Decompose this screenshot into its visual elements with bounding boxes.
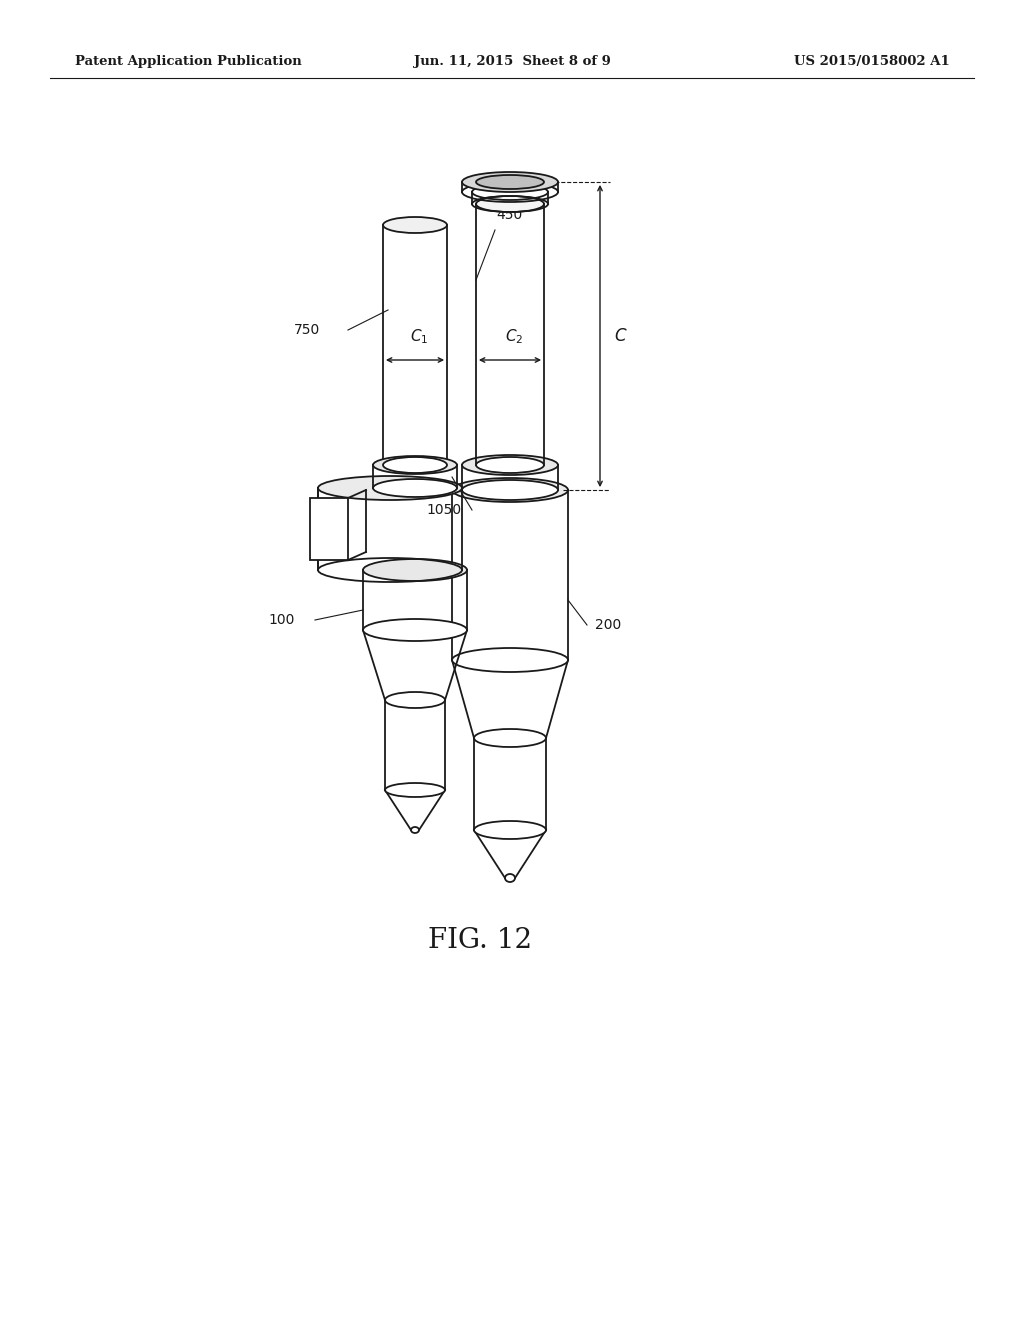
Text: 750: 750: [294, 323, 319, 337]
Bar: [310, 498, 348, 560]
Ellipse shape: [373, 479, 457, 498]
Text: $C_2$: $C_2$: [505, 327, 523, 346]
Ellipse shape: [373, 455, 457, 474]
Ellipse shape: [385, 692, 445, 708]
Text: $C_1$: $C_1$: [410, 327, 428, 346]
Ellipse shape: [476, 176, 544, 189]
Text: 200: 200: [595, 618, 622, 632]
Text: FIG. 12: FIG. 12: [428, 927, 532, 953]
Ellipse shape: [452, 478, 568, 502]
Text: Patent Application Publication: Patent Application Publication: [75, 55, 302, 69]
Ellipse shape: [452, 648, 568, 672]
Ellipse shape: [411, 828, 419, 833]
Text: 450: 450: [496, 209, 522, 222]
Ellipse shape: [505, 874, 515, 882]
Ellipse shape: [362, 619, 467, 642]
Ellipse shape: [476, 457, 544, 473]
Ellipse shape: [383, 457, 447, 473]
Ellipse shape: [385, 783, 445, 797]
Ellipse shape: [318, 477, 462, 500]
Text: US 2015/0158002 A1: US 2015/0158002 A1: [795, 55, 950, 69]
Ellipse shape: [474, 821, 546, 840]
Ellipse shape: [462, 172, 558, 191]
Ellipse shape: [474, 729, 546, 747]
Text: C: C: [614, 327, 626, 345]
Ellipse shape: [362, 558, 467, 581]
Ellipse shape: [476, 195, 544, 213]
Text: Jun. 11, 2015  Sheet 8 of 9: Jun. 11, 2015 Sheet 8 of 9: [414, 55, 610, 69]
Ellipse shape: [383, 216, 447, 234]
Text: 1050: 1050: [427, 503, 462, 517]
Text: 100: 100: [268, 612, 295, 627]
Ellipse shape: [462, 455, 558, 475]
Ellipse shape: [462, 480, 558, 500]
